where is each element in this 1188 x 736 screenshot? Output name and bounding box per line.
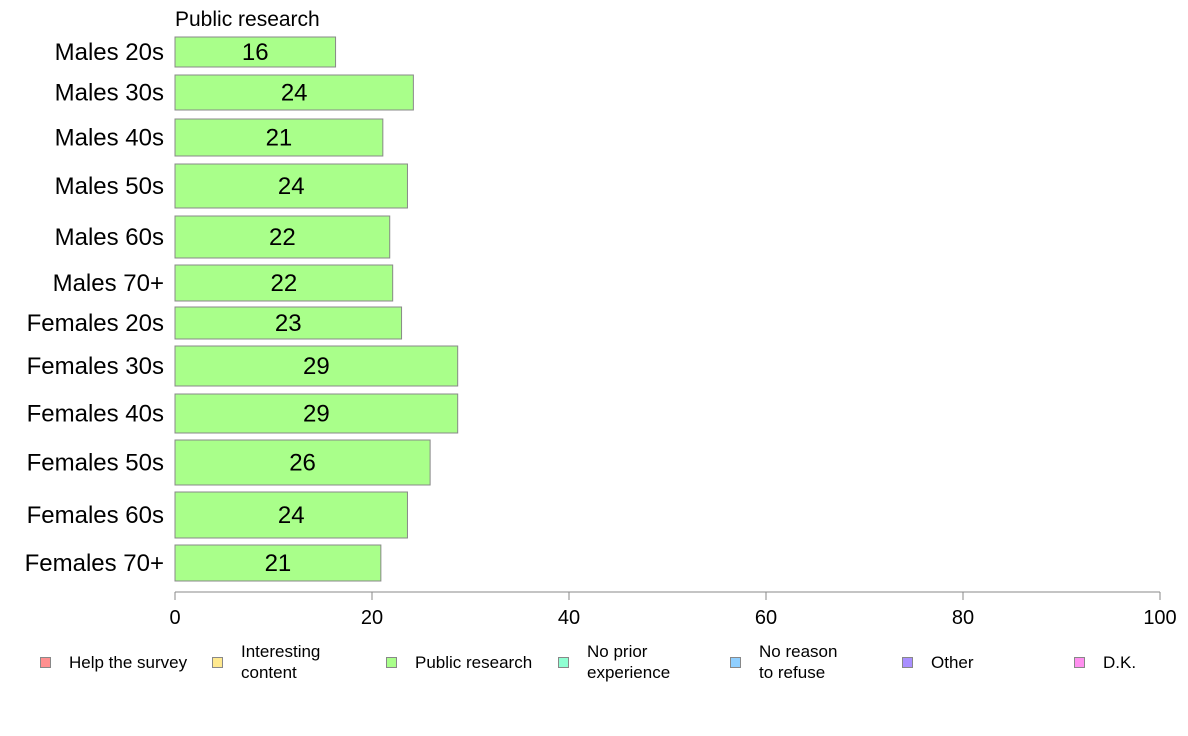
category-label: Males 60s (55, 224, 164, 251)
category-label: Females 60s (27, 502, 164, 529)
bar (174, 74, 414, 111)
category-label: Females 70+ (25, 550, 164, 577)
bar (174, 215, 391, 259)
bar (174, 393, 459, 434)
legend-item: No prior experience (558, 640, 670, 684)
bar-value-label: 23 (275, 310, 302, 337)
legend-label: Interesting content (241, 642, 321, 682)
legend-item: Public research (386, 640, 532, 684)
bar (174, 544, 382, 582)
bar (174, 306, 403, 340)
category-label: Females 50s (27, 450, 164, 477)
bar-value-label: 24 (278, 173, 305, 200)
legend-label: No reason to refuse (759, 642, 838, 682)
legend-swatch (558, 656, 569, 668)
bar-value-label: 21 (265, 550, 292, 577)
legend-swatch (902, 656, 913, 668)
legend-swatch (730, 656, 741, 668)
legend-label: D.K. (1103, 652, 1137, 672)
bar-value-label: 22 (269, 224, 296, 251)
x-tick-label: 40 (558, 607, 580, 629)
legend-swatch (212, 656, 223, 668)
x-tick-label: 80 (952, 607, 974, 629)
bar-value-label: 22 (270, 270, 297, 297)
x-tick-label: 60 (755, 607, 777, 629)
bar (174, 345, 459, 387)
legend-label: Other (931, 652, 974, 672)
x-tick-label: 0 (169, 607, 180, 629)
bar-value-label: 16 (242, 39, 269, 66)
bar-value-label: 24 (278, 502, 305, 529)
x-tick-label: 100 (1143, 607, 1176, 629)
legend-item: D.K. (1074, 640, 1136, 684)
category-label: Females 20s (27, 310, 164, 337)
bar-value-label: 24 (281, 80, 308, 107)
bar-value-label: 26 (289, 450, 316, 477)
legend-item: No reason to refuse (730, 640, 837, 684)
category-label: Females 30s (27, 353, 164, 380)
category-label: Males 50s (55, 173, 164, 200)
bar-value-label: 29 (303, 353, 330, 380)
bar-chart: Public research 16 Males 20s 24 Males 30s 21… (25, 8, 1177, 629)
bar-value-label: 21 (266, 125, 293, 152)
category-label: Males 40s (55, 125, 164, 152)
legend-swatch (40, 656, 51, 668)
category-label: Males 70+ (53, 270, 164, 297)
legend-label: Help the survey (69, 652, 188, 672)
x-tick-label: 20 (361, 607, 383, 629)
category-label: Males 20s (55, 39, 164, 66)
bar-value-label: 29 (303, 401, 330, 428)
legend-item: Help the survey (40, 640, 187, 684)
legend-swatch (1074, 656, 1085, 668)
legend-label: Public research (415, 652, 533, 672)
legend-swatch (386, 656, 397, 668)
bar (174, 491, 408, 539)
legend: Help the survey Interesting content Public… (0, 640, 1188, 690)
legend-item: Other (902, 640, 974, 684)
bar (174, 264, 394, 302)
bar (174, 163, 408, 209)
category-label: Males 30s (55, 80, 164, 107)
bar (174, 439, 431, 486)
chart-title: Public research (175, 8, 320, 31)
legend-item: Interesting content (212, 640, 320, 684)
bar (174, 36, 337, 68)
legend-label: No prior experience (587, 642, 671, 682)
category-label: Females 40s (27, 401, 164, 428)
bar (174, 118, 384, 157)
